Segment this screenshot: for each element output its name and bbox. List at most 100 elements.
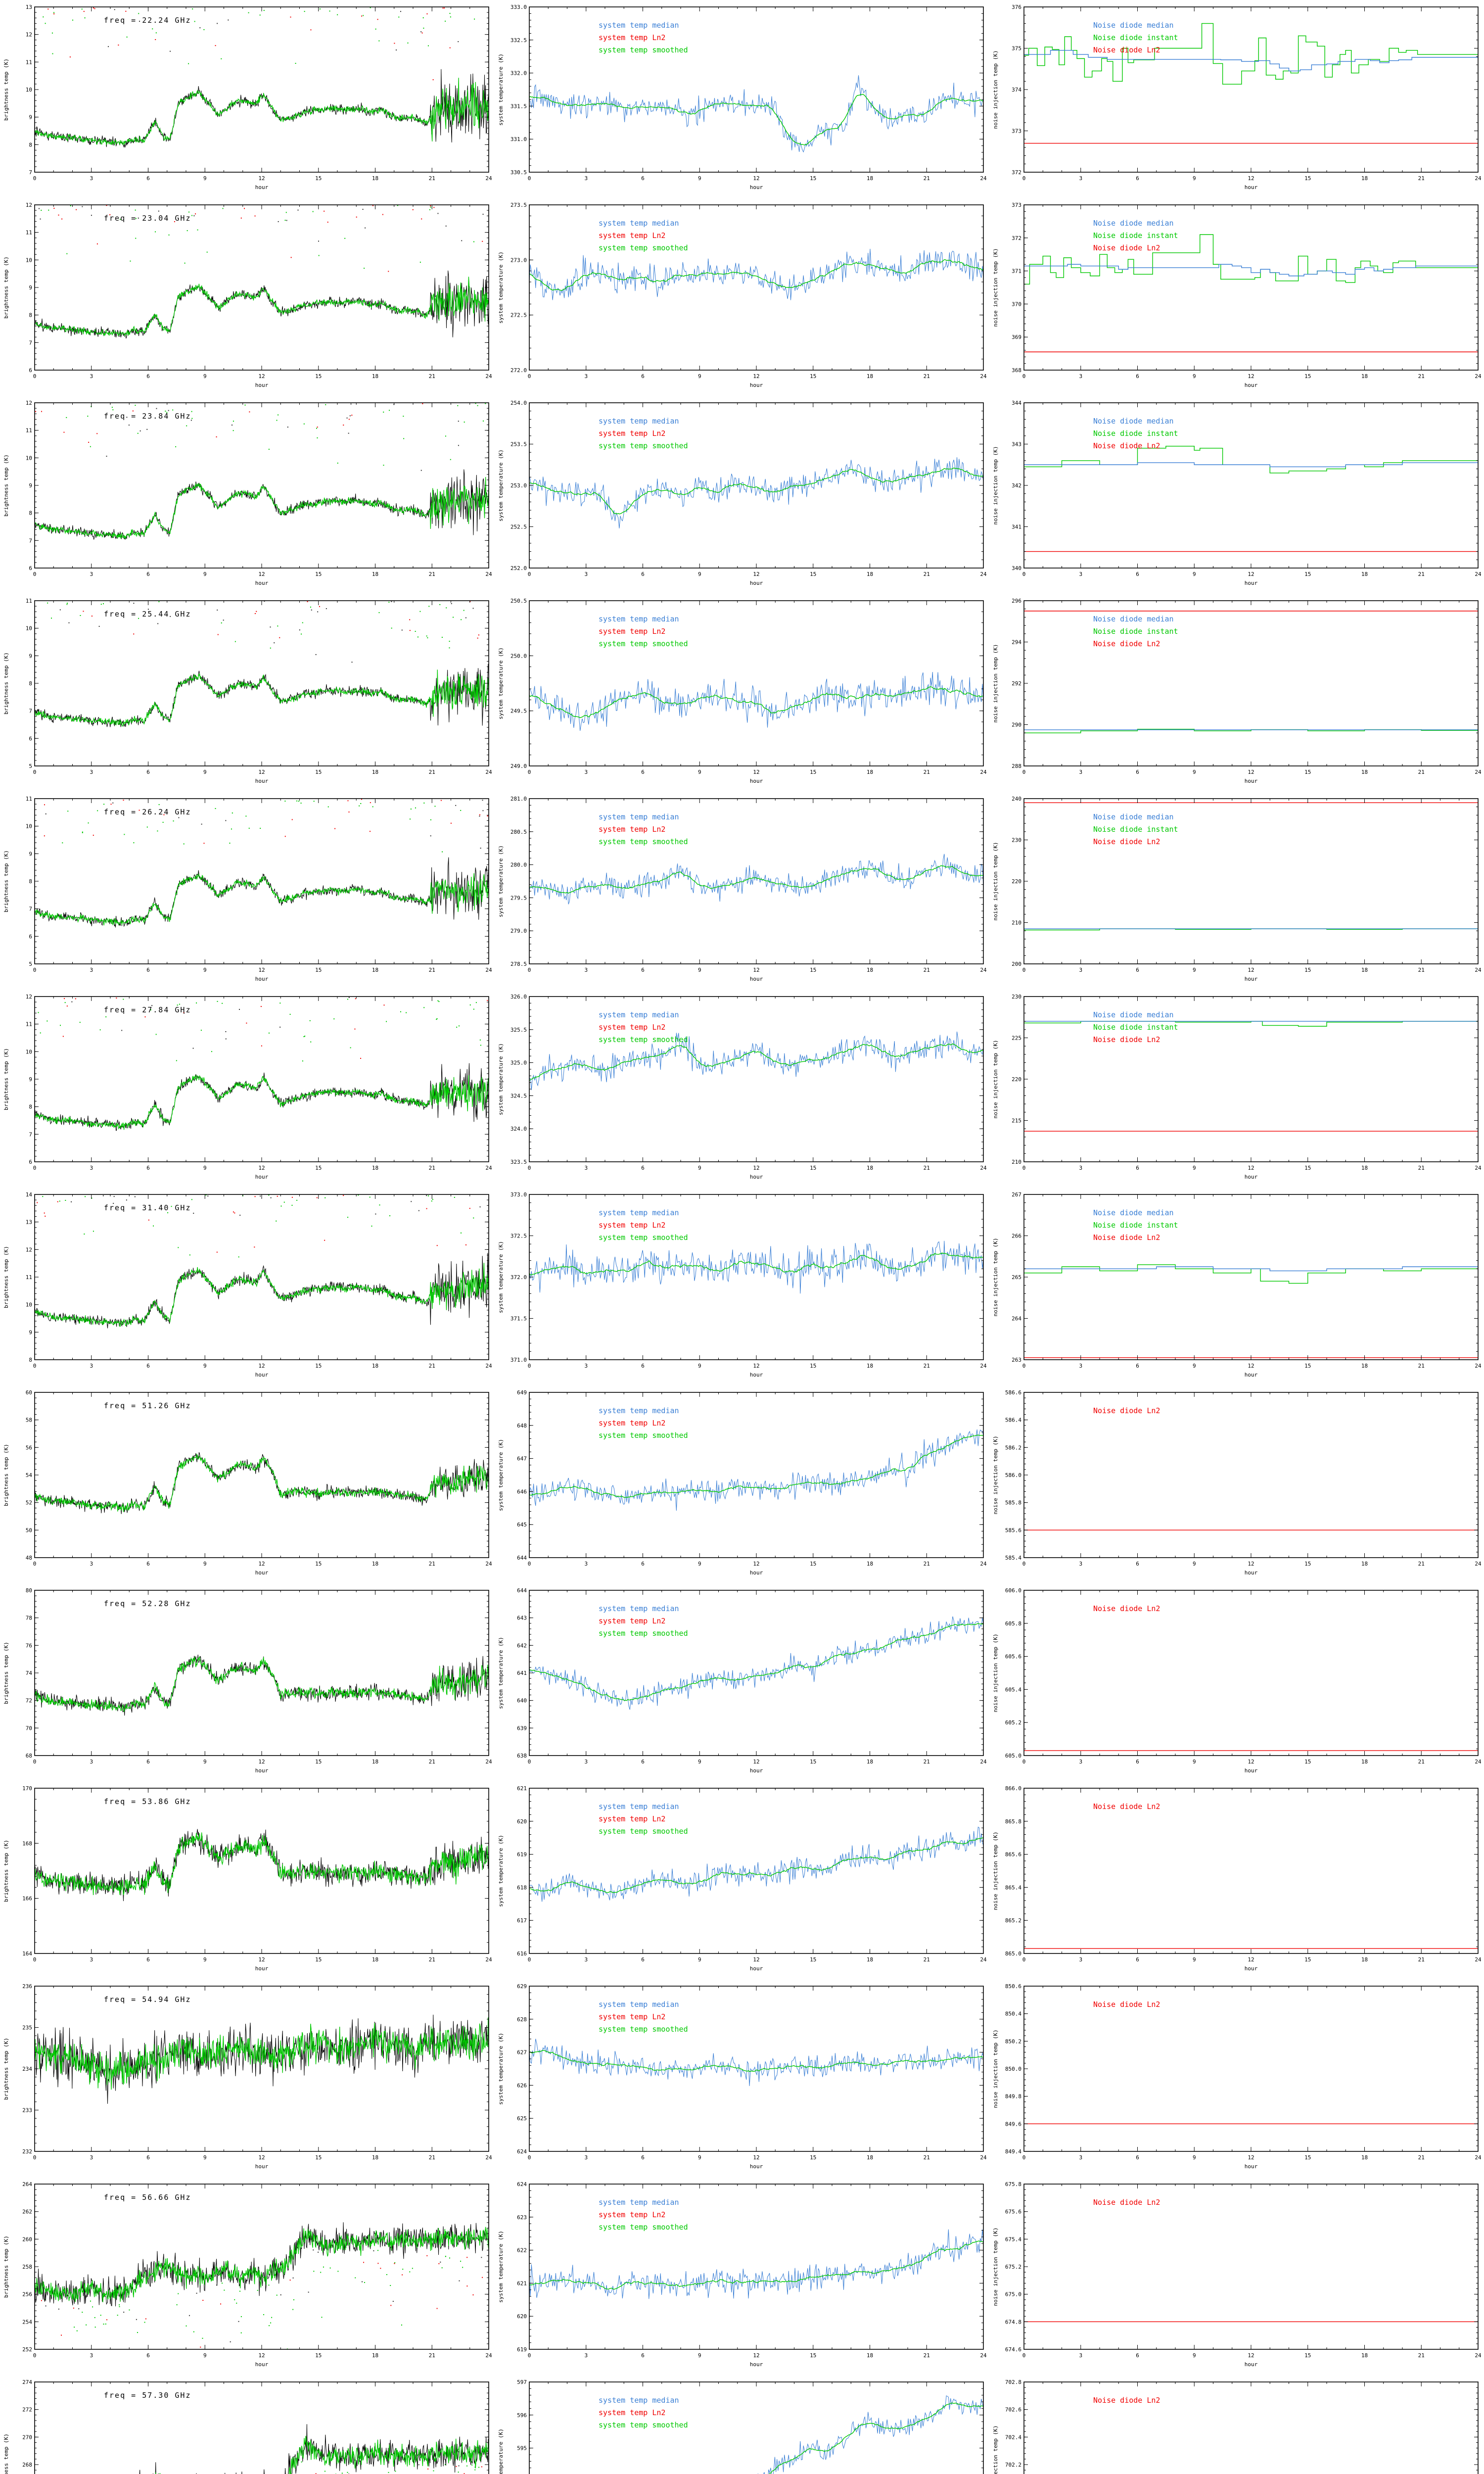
scatter-dot (110, 804, 112, 805)
scatter-dot (268, 1194, 270, 1196)
x-tick-label: 6 (146, 1165, 150, 1171)
y-tick-label: 8 (29, 680, 32, 687)
x-tick-label: 18 (867, 1759, 873, 1765)
y-tick-label: 605.0 (1005, 1753, 1021, 1759)
row-12-brightness-plot-cell: 0 3 6 9 12 15 18 21 24 252 254 256 258 260 262 264 hour b… (0, 2177, 495, 2375)
row-12-noise-diode-plot-cell: 0 3 6 9 12 15 18 21 24 674.6 674.8 675.0 675.2 675.4 6… (989, 2177, 1484, 2375)
y-axis-label: system temperature (K) (498, 53, 504, 126)
scatter-dot (192, 1047, 194, 1049)
series-brightness (35, 2227, 489, 2302)
scatter-dot (461, 240, 463, 241)
scatter-dot (79, 1022, 81, 1023)
scatter-dot (206, 251, 208, 253)
scatter-dot (419, 261, 421, 263)
series-brightness-raw (139, 2424, 489, 2474)
scatter-dot (103, 2324, 104, 2325)
scatter-dot (473, 1008, 474, 1010)
plot-title: freq = 56.66 GHz (104, 2193, 191, 2202)
scatter-dot (82, 2312, 83, 2313)
scatter-dot (303, 1036, 305, 1038)
scatter-dot (64, 998, 65, 999)
row-1-system-temp-plot: 0 3 6 9 12 15 18 21 24330.5331.0331.5332.0332.53… (498, 4, 987, 190)
y-tick-label: 372 (1012, 235, 1021, 241)
scatter-dot (378, 40, 380, 42)
scatter-dot (126, 1199, 127, 1201)
scatter-dot (66, 604, 68, 605)
x-tick-label: 6 (1136, 1363, 1139, 1369)
scatter-dot (420, 31, 422, 33)
scatter-dot (388, 2472, 389, 2473)
scatter-dot (415, 631, 416, 632)
x-tick-label: 15 (315, 1956, 322, 1963)
x-tick-label: 21 (924, 769, 930, 775)
scatter-dot (430, 205, 431, 207)
x-tick-label: 0 (1022, 571, 1026, 577)
x-tick-label: 12 (1248, 175, 1254, 182)
scatter-dot (436, 2308, 438, 2309)
scatter-dot (173, 820, 174, 822)
y-tick-label: 8 (29, 142, 32, 148)
scatter-dot (135, 238, 137, 239)
x-tick-label: 21 (1418, 1759, 1425, 1765)
legend-entry: system temp smoothed (599, 2025, 688, 2034)
scatter-dot (430, 206, 431, 208)
x-tick-label: 21 (429, 967, 435, 973)
scatter-dot (246, 1022, 247, 1024)
scatter-dot (482, 800, 483, 801)
series-brightness-raw (35, 2222, 489, 2307)
scatter-dot (123, 2311, 125, 2313)
plot-title: freq = 54.94 GHz (104, 1995, 191, 2004)
scatter-dot (287, 427, 288, 428)
scatter-dot (155, 32, 157, 34)
series-tsys-smoothed (529, 2240, 983, 2290)
scatter-dot (82, 206, 83, 207)
x-tick-label: 3 (584, 571, 588, 577)
scatter-dot (62, 1036, 64, 1037)
scatter-dot (239, 1009, 240, 1010)
scatter-dot (72, 19, 74, 21)
x-tick-label: 6 (641, 2352, 645, 2359)
y-tick-label: 849.8 (1005, 2093, 1021, 2100)
x-tick-label: 15 (1304, 967, 1311, 973)
x-tick-label: 6 (146, 571, 150, 577)
x-tick-label: 24 (1475, 2154, 1482, 2161)
scatter-dot (401, 629, 403, 631)
y-tick-label: 12 (26, 32, 32, 38)
x-tick-label: 0 (528, 2352, 531, 2359)
x-tick-label: 3 (90, 1363, 93, 1369)
scatter-dot (96, 243, 98, 244)
series-tsys-smoothed (529, 1434, 983, 1498)
scatter-dot (391, 601, 392, 602)
scatter-dot (202, 2337, 203, 2339)
row-9-noise-diode-plot-cell: 0 3 6 9 12 15 18 21 24 605.0 605.2 605.4 605.6 605.8 6… (989, 1583, 1484, 1781)
y-tick-label: 621 (517, 1785, 527, 1792)
y-tick-label: 10 (26, 87, 32, 93)
legend-entry: system temp smoothed (599, 1431, 688, 1440)
x-tick-label: 6 (1136, 1561, 1139, 1567)
scatter-dot (138, 217, 139, 219)
y-axis-label: system temperature (K) (498, 647, 504, 719)
x-tick-label: 12 (753, 1165, 759, 1171)
y-tick-label: 675.2 (1005, 2264, 1021, 2270)
plot-frame (529, 798, 984, 964)
scatter-dot (317, 437, 318, 438)
scatter-dot (139, 20, 140, 22)
scatter-dot (450, 822, 452, 824)
x-tick-label: 6 (1136, 175, 1139, 182)
scatter-dot (106, 2319, 108, 2321)
x-tick-label: 12 (753, 2352, 759, 2359)
scatter-dot (436, 1019, 437, 1020)
scatter-dot (469, 601, 471, 602)
y-tick-label: 586.2 (1005, 1444, 1021, 1451)
x-tick-label: 3 (1079, 1759, 1082, 1765)
scatter-dot (244, 404, 246, 406)
x-tick-label: 15 (810, 1561, 816, 1567)
x-tick-label: 0 (1022, 373, 1026, 380)
scatter-dot (286, 220, 287, 221)
y-axis-label: brightness temp (K) (3, 2433, 9, 2474)
x-tick-label: 18 (867, 1561, 873, 1567)
y-axis-label: system temperature (K) (498, 1043, 504, 1115)
scatter-dot (99, 1029, 101, 1031)
